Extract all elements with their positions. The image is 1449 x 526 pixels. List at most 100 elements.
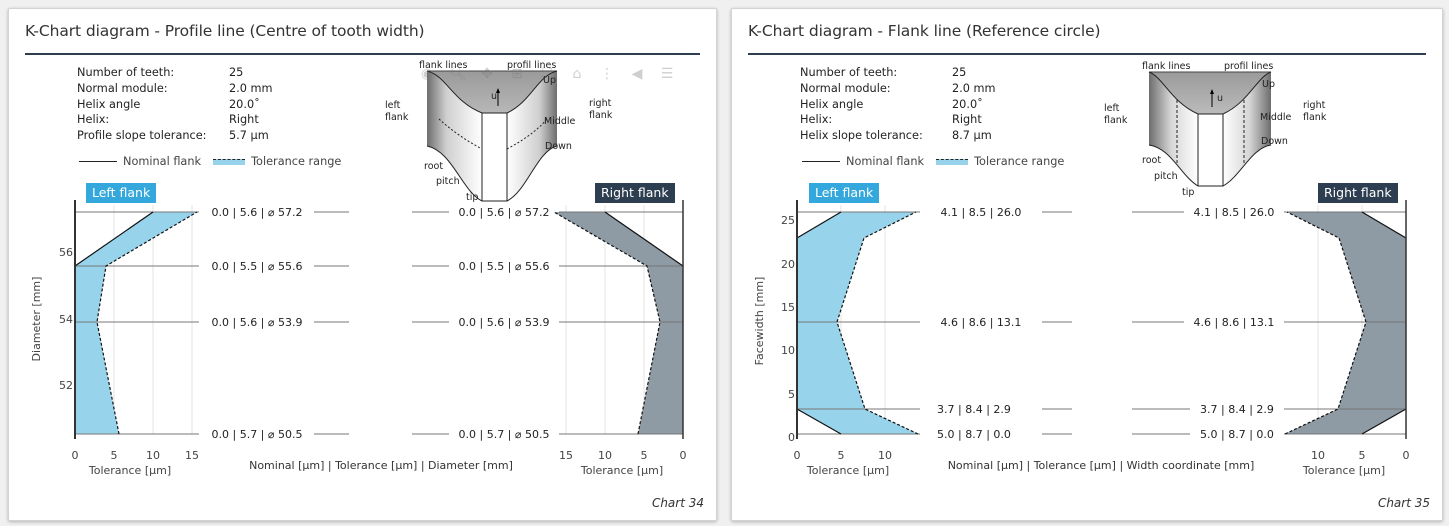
row-label-right: 4.1 | 8.5 | 26.0 bbox=[1194, 206, 1275, 219]
gear-info: Number of teeth: 25 Normal module: 2.0 mm … bbox=[77, 65, 273, 144]
legend-tolerance[interactable]: Tolerance range bbox=[974, 155, 1065, 168]
title-divider bbox=[25, 53, 700, 55]
diagram-label-tip: tip bbox=[1182, 187, 1194, 198]
y-axis-label: Facewidth [mm] bbox=[753, 277, 766, 366]
info-label: Number of teeth: bbox=[800, 66, 898, 79]
camera-icon[interactable]: ◉ bbox=[420, 66, 434, 82]
diagram-label-u: u bbox=[491, 91, 497, 102]
row-label-right: 0.0 | 5.6 | ⌀ 53.9 bbox=[459, 316, 550, 329]
diagram-label-right: right bbox=[589, 98, 612, 109]
hover-compare-icon[interactable]: ☰ bbox=[660, 66, 674, 82]
info-value: 20.0˚ bbox=[229, 97, 260, 111]
svg-text:15: 15 bbox=[781, 301, 795, 314]
hover-closest-icon[interactable]: ◀ bbox=[631, 66, 643, 82]
nominal-flank-swatch bbox=[79, 161, 117, 162]
diagram-label-profil-lines: profil lines bbox=[507, 60, 556, 71]
row-label-left: 0.0 | 5.6 | ⌀ 57.2 bbox=[212, 206, 303, 219]
svg-text:20: 20 bbox=[781, 258, 795, 271]
row-label-right: 0.0 | 5.6 | ⌀ 57.2 bbox=[459, 206, 550, 219]
legend-nominal[interactable]: Nominal flank bbox=[846, 155, 925, 168]
x-axis-label-right: Tolerance [µm] bbox=[1302, 464, 1385, 477]
diagram-label-root: root bbox=[1142, 155, 1161, 166]
svg-text:10: 10 bbox=[598, 449, 612, 462]
info-label: Profile slope tolerance: bbox=[77, 129, 207, 143]
chart-toolbar[interactable]: ◉ 🔍︎ ✥ ⊞ ⛶ ⌂ ⋮ ◀ ☰ bbox=[419, 67, 675, 81]
diagram-label-flank: flank bbox=[1303, 112, 1327, 123]
chart-number: Chart 35 bbox=[1377, 496, 1430, 510]
diagram-label-pitch: pitch bbox=[436, 176, 460, 187]
panel-title: K-Chart diagram - Flank line (Reference … bbox=[748, 22, 1101, 40]
svg-text:0: 0 bbox=[788, 431, 795, 444]
svg-text:5: 5 bbox=[838, 449, 845, 462]
diagram-label-u: u bbox=[1217, 93, 1223, 104]
info-label: Helix slope tolerance: bbox=[800, 129, 923, 143]
kchart-plot-flank: 25 20 15 10 5 0 Facewidth [mm] 0 5 10 10 5 0… bbox=[753, 200, 1410, 477]
row-label-right: 5.0 | 8.7 | 0.0 bbox=[1200, 428, 1274, 441]
svg-text:10: 10 bbox=[1311, 449, 1325, 462]
info-value: 2.0 mm bbox=[952, 81, 996, 95]
legend[interactable]: Nominal flank Tolerance range bbox=[802, 155, 1064, 168]
diagram-label-down: Down bbox=[545, 141, 572, 152]
svg-text:5: 5 bbox=[788, 388, 795, 401]
svg-text:10: 10 bbox=[146, 449, 160, 462]
row-label-left: 0.0 | 5.5 | ⌀ 55.6 bbox=[212, 260, 303, 273]
zoom-icon[interactable]: 🔍︎ bbox=[449, 66, 467, 82]
diagram-label-left: left bbox=[385, 100, 401, 111]
home-icon[interactable]: ⌂ bbox=[572, 66, 582, 82]
info-value: 5.7 µm bbox=[229, 129, 269, 143]
left-flank-badge: Left flank bbox=[86, 183, 157, 203]
info-label: Helix: bbox=[77, 113, 110, 127]
diagram-label-flank: flank bbox=[589, 110, 613, 121]
x-axis-label-left: Tolerance [µm] bbox=[88, 464, 171, 477]
diagram-label-flank-lines: flank lines bbox=[1142, 61, 1190, 72]
left-nominal-line bbox=[796, 211, 842, 239]
left-nominal-line bbox=[74, 211, 154, 267]
chart-number: Chart 34 bbox=[651, 496, 704, 510]
info-value: 25 bbox=[952, 66, 967, 79]
legend-tolerance[interactable]: Tolerance range bbox=[251, 155, 342, 168]
right-nominal-line bbox=[1361, 408, 1407, 435]
chart-panel-profile-line: K-Chart diagram - Profile line (Centre o… bbox=[8, 8, 717, 521]
row-label-left: 0.0 | 5.6 | ⌀ 53.9 bbox=[212, 316, 303, 329]
diagram-label-middle: Middle bbox=[544, 116, 576, 127]
svg-text:52: 52 bbox=[59, 379, 73, 392]
row-label-right: 0.0 | 5.7 | ⌀ 50.5 bbox=[459, 428, 550, 441]
diagram-label-flank-lines: flank lines bbox=[419, 60, 467, 71]
info-value: 20.0˚ bbox=[952, 97, 983, 111]
row-label-left: 5.0 | 8.7 | 0.0 bbox=[937, 428, 1011, 441]
spike-lines-icon[interactable]: ⋮ bbox=[600, 66, 614, 82]
legend-nominal[interactable]: Nominal flank bbox=[123, 155, 202, 168]
chart-panel-flank-line: K-Chart diagram - Flank line (Reference … bbox=[731, 8, 1443, 521]
info-label: Helix angle bbox=[77, 97, 141, 111]
svg-text:5: 5 bbox=[1359, 449, 1366, 462]
row-label-left: 0.0 | 5.7 | ⌀ 50.5 bbox=[212, 428, 303, 441]
pan-icon[interactable]: ✥ bbox=[481, 66, 493, 82]
info-value: Right bbox=[952, 113, 982, 127]
row-label-right: 4.6 | 8.6 | 13.1 bbox=[1194, 316, 1275, 329]
left-tolerance-area bbox=[75, 266, 119, 434]
diagram-label-flank: flank bbox=[1104, 115, 1128, 126]
svg-text:10: 10 bbox=[878, 449, 892, 462]
diagram-label-flank: flank bbox=[385, 112, 409, 123]
right-nominal-line bbox=[604, 211, 684, 267]
diagram-label-middle: Middle bbox=[1260, 112, 1292, 123]
left-tolerance-area bbox=[797, 212, 918, 434]
svg-text:15: 15 bbox=[559, 449, 573, 462]
svg-text:25: 25 bbox=[781, 214, 795, 227]
diagram-label-profil-lines: profil lines bbox=[1224, 61, 1273, 72]
right-tolerance-area bbox=[1285, 212, 1406, 434]
x-axis-label-right: Tolerance [µm] bbox=[580, 464, 663, 477]
svg-text:0: 0 bbox=[1403, 449, 1410, 462]
right-nominal-line bbox=[1361, 211, 1407, 239]
center-axis-label: Nominal [µm] | Tolerance [µm] | Width co… bbox=[948, 459, 1255, 472]
autoscale-icon[interactable]: ⛶ bbox=[542, 66, 552, 82]
info-value: Right bbox=[229, 113, 259, 127]
row-label-left: 4.6 | 8.6 | 13.1 bbox=[941, 316, 1022, 329]
legend[interactable]: Nominal flank Tolerance range bbox=[79, 155, 341, 168]
zoom-in-icon[interactable]: ⊞ bbox=[511, 66, 523, 82]
svg-text:10: 10 bbox=[781, 344, 795, 357]
diagram-label-down: Down bbox=[1261, 136, 1288, 147]
tooth-diagram: flank lines profil lines Up u left flank… bbox=[385, 60, 613, 203]
info-value: 25 bbox=[229, 66, 244, 79]
info-value: 8.7 µm bbox=[952, 129, 992, 143]
